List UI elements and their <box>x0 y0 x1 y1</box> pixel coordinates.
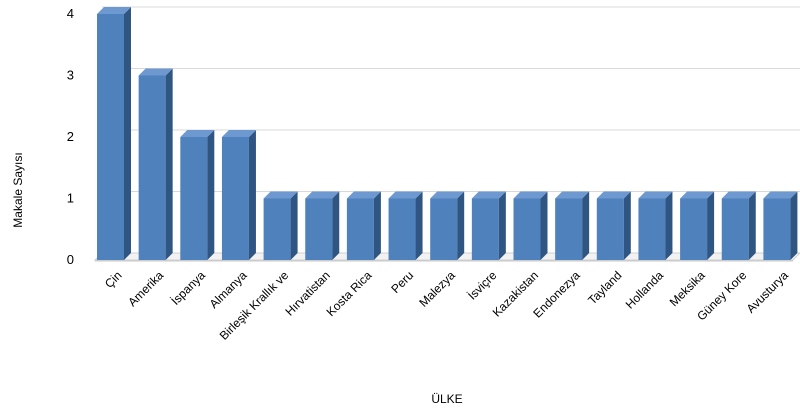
y-axis-ticks: 0 1 2 3 4 <box>67 6 74 267</box>
bar <box>389 192 423 261</box>
bar <box>430 192 464 261</box>
bar-side <box>291 192 298 261</box>
bar <box>264 192 298 261</box>
bar-side <box>582 192 589 261</box>
bar-front <box>264 199 291 261</box>
bar-side <box>707 192 714 261</box>
bar-front <box>555 199 582 261</box>
bar-side <box>541 192 548 261</box>
bar-front <box>430 199 457 261</box>
bar <box>472 192 506 261</box>
bar-front <box>638 199 665 261</box>
bar-side <box>374 192 381 261</box>
y-tick-label: 2 <box>67 129 74 144</box>
bar <box>180 130 214 260</box>
y-tick-label: 3 <box>67 68 74 83</box>
bar-side <box>124 7 131 260</box>
bar-side <box>457 192 464 261</box>
x-tick-label: Hollanda <box>623 268 667 312</box>
bar-front <box>389 199 416 261</box>
bars <box>97 7 797 260</box>
bar <box>514 192 548 261</box>
bar-side <box>499 192 506 261</box>
y-tick-label: 1 <box>67 191 74 206</box>
x-tick-label: Çin <box>102 268 125 291</box>
x-tick-label: İspanya <box>168 268 208 308</box>
bar <box>680 192 714 261</box>
bar-front <box>139 76 166 261</box>
bar-front <box>97 14 124 260</box>
bar <box>305 192 339 261</box>
bar <box>555 192 589 261</box>
bar-front <box>180 137 207 260</box>
x-tick-label: Malezya <box>416 268 458 310</box>
x-axis-title: ÜLKE <box>431 392 462 406</box>
bar-front <box>680 199 707 261</box>
bar <box>638 192 672 261</box>
y-tick-label: 4 <box>67 6 74 21</box>
bar <box>722 192 756 261</box>
bar-side <box>249 130 256 260</box>
bar-front <box>305 199 332 261</box>
x-tick-label: Tayland <box>585 268 624 307</box>
bar-front <box>722 199 749 261</box>
bar-side <box>332 192 339 261</box>
y-axis-title: Makale Sayısı <box>11 152 25 227</box>
bar <box>763 192 797 261</box>
x-tick-label: Amerika <box>125 268 166 309</box>
bar-side <box>166 69 173 261</box>
bar-front <box>222 137 249 260</box>
x-tick-label: Meksika <box>667 268 708 309</box>
bar-front <box>514 199 541 261</box>
y-tick-label: 0 <box>67 252 74 267</box>
x-tick-label: Peru <box>388 268 416 296</box>
bar-side <box>207 130 214 260</box>
bar-front <box>597 199 624 261</box>
bar <box>597 192 631 261</box>
bar <box>139 69 173 261</box>
x-tick-label: Avusturya <box>744 268 792 316</box>
bar-front <box>763 199 790 261</box>
bar-side <box>416 192 423 261</box>
bar-front <box>472 199 499 261</box>
bar <box>222 130 256 260</box>
bar-side <box>665 192 672 261</box>
bar-side <box>790 192 797 261</box>
bar-side <box>624 192 631 261</box>
bar-side <box>749 192 756 261</box>
bar <box>347 192 381 261</box>
x-tick-label: İsviçre <box>465 268 500 303</box>
bar-front <box>347 199 374 261</box>
x-tick-label: Almanya <box>207 268 250 311</box>
x-tick-label: Kosta Rica <box>324 268 375 319</box>
bar <box>97 7 131 260</box>
